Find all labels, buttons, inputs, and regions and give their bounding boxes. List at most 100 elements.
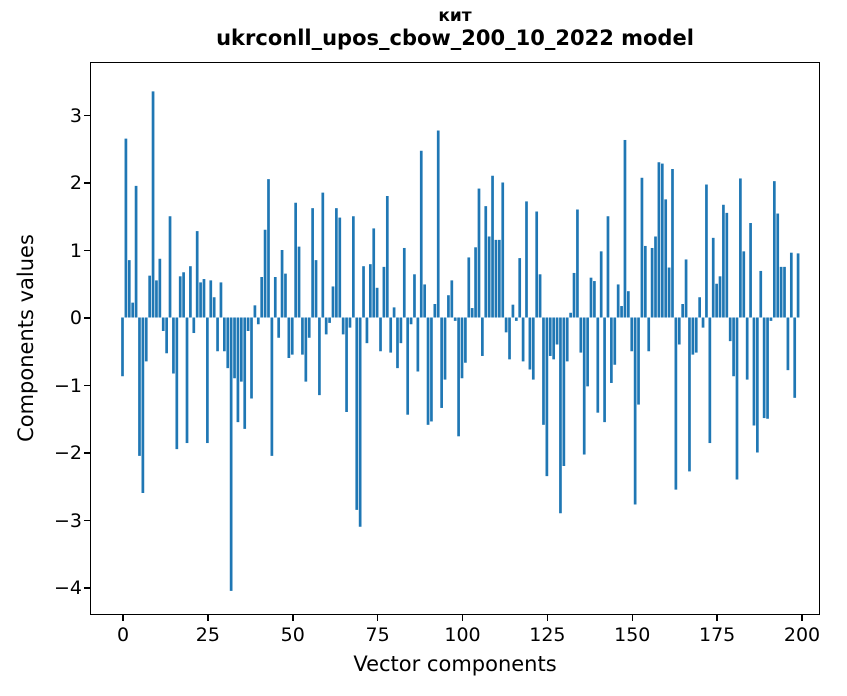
bar: [321, 192, 325, 318]
x-tick-label: 75: [365, 624, 390, 646]
bar: [552, 317, 556, 360]
x-tick-label: 25: [195, 624, 220, 646]
y-tick-mark: [84, 587, 90, 589]
bar: [593, 281, 596, 318]
bar: [481, 317, 484, 356]
bar: [643, 245, 647, 318]
bar: [175, 317, 179, 450]
bar: [402, 247, 406, 318]
y-tick-mark: [84, 182, 90, 184]
bar: [256, 317, 260, 325]
y-tick-mark: [84, 249, 90, 252]
bar: [576, 209, 579, 318]
y-tick-label: 2: [69, 172, 82, 194]
bar: [423, 284, 427, 318]
bar: [443, 317, 447, 380]
bar: [793, 317, 797, 398]
bar: [226, 317, 230, 369]
bar: [494, 239, 498, 318]
bar: [705, 184, 708, 318]
x-tick-label: 50: [280, 624, 305, 646]
bar: [776, 213, 780, 318]
bar: [192, 317, 196, 334]
bar: [301, 317, 304, 355]
y-tick-mark: [84, 114, 90, 117]
bar: [640, 177, 644, 318]
bar: [294, 202, 297, 318]
bar: [535, 211, 539, 318]
bar: [189, 266, 192, 318]
bar: [195, 231, 199, 318]
y-tick-mark: [84, 452, 90, 454]
bar: [229, 317, 233, 591]
bar: [735, 317, 739, 480]
bar: [440, 317, 443, 408]
bar: [236, 317, 240, 423]
bar: [538, 274, 542, 318]
bar: [433, 304, 437, 318]
bar: [518, 258, 522, 318]
bar: [772, 181, 776, 318]
bar: [759, 270, 763, 318]
bar: [562, 317, 566, 466]
bar: [324, 317, 328, 335]
bar: [318, 317, 321, 396]
bar: [134, 185, 138, 318]
bar: [341, 317, 345, 335]
x-tick-mark: [801, 615, 803, 621]
bar: [681, 304, 685, 318]
bar: [467, 257, 471, 318]
bar: [620, 306, 623, 318]
x-tick-label: 175: [698, 624, 736, 646]
bar: [396, 317, 399, 369]
x-tick-mark: [122, 615, 124, 621]
bar: [358, 317, 362, 527]
bar: [267, 179, 270, 318]
bar: [419, 150, 423, 318]
bar: [212, 297, 216, 318]
bar: [413, 274, 416, 318]
x-axis-label: Vector components: [353, 652, 557, 676]
bar: [504, 317, 508, 333]
figure-suptitle: кит: [438, 6, 472, 26]
bar: [545, 317, 549, 477]
bar: [603, 317, 606, 423]
bar: [664, 199, 668, 318]
bar: [582, 317, 586, 455]
bar: [209, 280, 213, 318]
bar: [606, 216, 610, 318]
bar: [667, 267, 671, 318]
bar: [722, 204, 725, 318]
bar: [151, 91, 155, 318]
bar: [498, 239, 501, 318]
bar: [399, 317, 403, 344]
bar: [548, 317, 552, 356]
bar: [627, 291, 630, 318]
bar: [732, 317, 735, 377]
bar: [284, 273, 287, 318]
y-tick-label: −2: [53, 442, 82, 464]
bar: [314, 260, 318, 318]
bar: [528, 317, 532, 370]
bar: [131, 302, 135, 318]
bar: [372, 228, 376, 318]
bar: [273, 277, 277, 318]
bar: [728, 317, 732, 342]
bar: [185, 317, 189, 444]
bar: [223, 317, 226, 352]
x-tick-mark: [546, 615, 549, 621]
bar: [671, 169, 674, 318]
bar: [368, 264, 372, 318]
bar: [589, 277, 593, 318]
bar: [789, 252, 793, 318]
bar: [786, 317, 790, 371]
bar: [511, 304, 515, 318]
bar: [613, 317, 617, 365]
x-tick-mark: [631, 615, 633, 621]
bar: [674, 317, 678, 490]
bar: [769, 317, 773, 321]
bar: [392, 307, 396, 318]
plot-area: [90, 62, 820, 615]
bar: [501, 182, 505, 318]
